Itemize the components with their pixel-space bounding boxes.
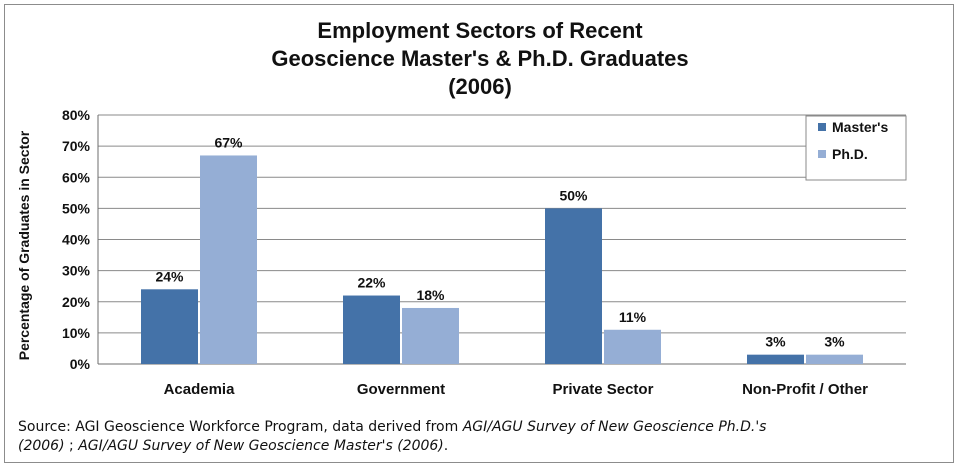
data-label: 3%: [765, 334, 786, 350]
chart-title-line-2: Geoscience Master's & Ph.D. Graduates: [271, 46, 688, 71]
data-label: 24%: [155, 268, 184, 284]
bar-masters: [141, 289, 198, 364]
chart-title-line-1: Employment Sectors of Recent: [317, 18, 643, 43]
y-tick-label: 40%: [62, 232, 91, 248]
source-survey-masters: AGI/AGU Survey of New Geoscience Master'…: [78, 438, 444, 454]
source-suffix: .: [443, 438, 449, 454]
y-axis-label: Percentage of Graduates in Sector: [16, 130, 32, 360]
data-label: 11%: [619, 309, 647, 325]
y-tick-label: 70%: [62, 138, 91, 154]
y-tick-label: 50%: [62, 200, 91, 216]
data-label: 3%: [824, 334, 845, 350]
y-tick-label: 0%: [70, 356, 91, 372]
bar-phd: [200, 155, 257, 364]
source-separator: ;: [64, 438, 79, 454]
chart-frame: [4, 4, 954, 463]
data-label: 18%: [416, 287, 445, 303]
source-survey-phd: AGI/AGU Survey of New Geoscience Ph.D.'s…: [18, 419, 767, 454]
x-tick-label: Private Sector: [553, 381, 654, 398]
legend-swatch: [818, 150, 826, 158]
x-tick-label: Non-Profit / Other: [742, 381, 868, 398]
source-note: Source: AGI Geoscience Workforce Program…: [18, 418, 778, 456]
legend-label: Master's: [832, 119, 888, 135]
chart-title-line-3: (2006): [448, 74, 512, 99]
x-tick-label: Academia: [164, 381, 236, 398]
legend-swatch: [818, 123, 826, 131]
data-label: 22%: [357, 275, 386, 291]
y-tick-label: 20%: [62, 294, 91, 310]
y-tick-label: 10%: [62, 325, 91, 341]
legend-label: Ph.D.: [832, 146, 868, 162]
data-label: 67%: [214, 134, 243, 150]
bar-masters: [545, 208, 602, 364]
data-label: 50%: [559, 187, 588, 203]
bar-phd: [604, 329, 661, 364]
source-prefix: Source: AGI Geoscience Workforce Program…: [18, 419, 463, 435]
bar-masters: [343, 295, 400, 364]
bar-phd: [806, 354, 863, 364]
y-tick-label: 30%: [62, 263, 91, 279]
y-tick-label: 60%: [62, 169, 91, 185]
y-tick-label: 80%: [62, 107, 91, 123]
bar-phd: [402, 307, 459, 364]
x-tick-label: Government: [357, 381, 445, 398]
bar-masters: [747, 354, 804, 364]
